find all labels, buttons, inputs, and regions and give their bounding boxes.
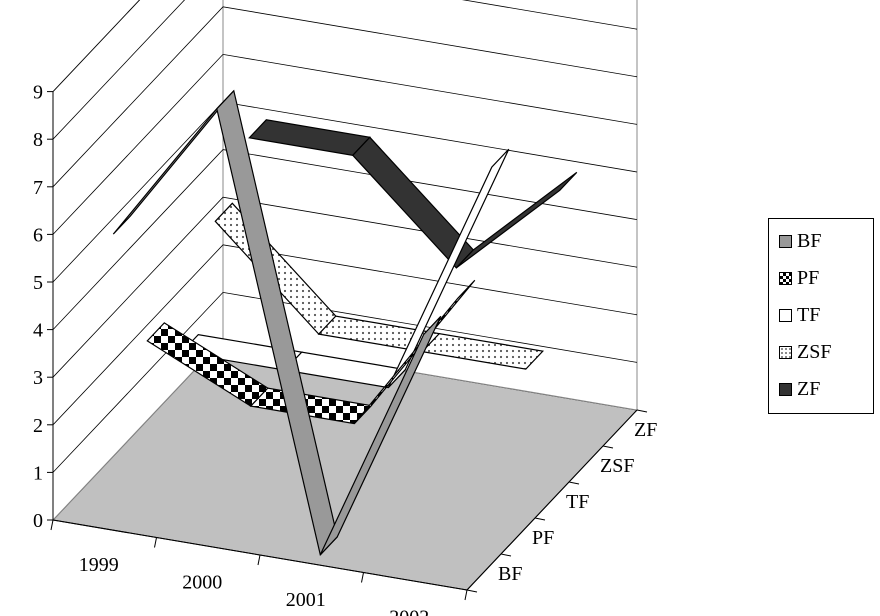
gridline-9 <box>52 0 141 92</box>
gridline-7 <box>52 6 638 188</box>
legend-item-tf: TF <box>769 297 873 334</box>
legend-swatch-zsf <box>779 346 792 359</box>
y-tick-label-4: 4 <box>33 320 43 342</box>
gridline-8 <box>52 0 638 140</box>
y-tick-label-1: 1 <box>33 462 43 484</box>
legend-swatch-zf <box>779 383 792 396</box>
series-group <box>112 89 578 557</box>
ribbon-bf-seg-2 <box>319 315 442 556</box>
depth-tick-mark-4 <box>602 445 614 449</box>
legend-label-tf: TF <box>797 304 821 326</box>
y-tick-label-3: 3 <box>33 367 43 389</box>
ribbon-tf-seg-2 <box>387 148 510 389</box>
gridline-1 <box>52 291 638 473</box>
y-tick-label-8: 8 <box>33 129 43 151</box>
legend-swatch-bf <box>779 235 792 248</box>
legend-label-zsf: ZSF <box>797 341 832 363</box>
x-tick-mark-3 <box>361 572 364 583</box>
series-pf <box>146 279 476 425</box>
x-tick-label-2001: 2001 <box>286 589 326 611</box>
depth-tick-mark-1 <box>500 553 512 557</box>
depth-tick-label-bf: BF <box>498 563 522 585</box>
x-tick-mark-0 <box>50 519 54 531</box>
legend-item-bf: BF <box>769 223 873 260</box>
legend-label-bf: BF <box>797 230 822 252</box>
x-tick-mark-2 <box>257 554 261 566</box>
legend-swatch-pf <box>779 272 792 285</box>
ribbon-zf-seg-2 <box>455 171 578 269</box>
legend-swatch-tf <box>779 309 792 322</box>
y-tick-label-5: 5 <box>33 272 43 294</box>
y-tick-label-6: 6 <box>33 224 43 246</box>
legend-label-pf: PF <box>797 267 820 289</box>
series-tf <box>180 148 510 389</box>
y-tick-label-9: 9 <box>33 82 43 104</box>
x-tick-mark-1 <box>154 537 157 548</box>
gridline-2 <box>52 244 638 426</box>
depth-tick-mark-5 <box>636 409 648 413</box>
depth-tick-mark-0 <box>466 589 478 593</box>
gridline-4 <box>52 149 638 330</box>
gridline-3 <box>52 196 638 378</box>
y-tick-label-0: 0 <box>33 510 43 532</box>
x-tick-label-2000: 2000 <box>182 571 222 593</box>
depth-tick-label-zf: ZF <box>634 419 657 441</box>
legend-item-zsf: ZSF <box>769 334 873 371</box>
depth-tick-label-zsf: ZSF <box>600 455 634 477</box>
axes <box>47 91 648 601</box>
legend-item-pf: PF <box>769 260 873 297</box>
ribbon-zsf-seg-2 <box>421 332 545 370</box>
x-tick-label-2002: 2002 <box>389 606 429 616</box>
series-bf <box>112 89 442 557</box>
depth-tick-label-tf: TF <box>566 491 589 513</box>
x-tick-label-1999: 1999 <box>79 554 119 576</box>
y-tick-label-2: 2 <box>33 415 43 437</box>
x-tick-mark-4 <box>464 589 468 601</box>
depth-tick-mark-2 <box>534 517 546 521</box>
gridline-6 <box>52 53 638 235</box>
legend-label-zf: ZF <box>797 378 821 400</box>
depth-tick-mark-3 <box>568 481 580 485</box>
legend: BF PF TF ZSF ZF <box>768 218 874 414</box>
y-tick-label-7: 7 <box>33 177 43 199</box>
gridlines <box>52 0 638 473</box>
legend-item-zf: ZF <box>769 371 873 408</box>
depth-tick-label-pf: PF <box>532 527 554 549</box>
series-zf <box>248 119 578 269</box>
depth-axis-line <box>466 409 638 591</box>
